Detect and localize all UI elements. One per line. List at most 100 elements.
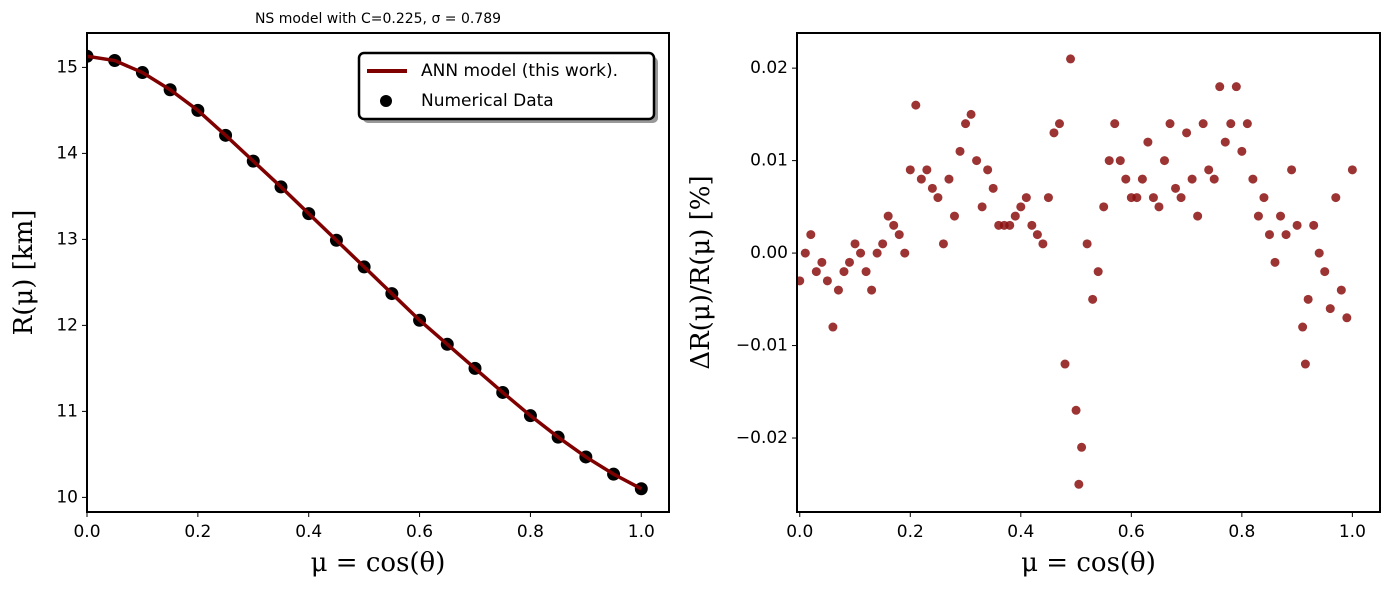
scatter-point xyxy=(861,267,871,277)
y-axis-label: R(μ) [km] xyxy=(9,210,39,336)
scatter-point xyxy=(1043,193,1053,203)
axes: 0.0 0.2 0.4 0.6 0.8 1.0 −0.02 −0.01 0.00 0.01 0.02… xyxy=(686,32,1381,578)
scatter-point xyxy=(1093,267,1103,277)
scatter-point xyxy=(878,239,888,249)
scatter-point xyxy=(1347,165,1357,175)
legend: ANN model (this work). Numerical Data xyxy=(357,51,658,123)
scatter-point xyxy=(927,183,937,193)
scatter-point xyxy=(1005,220,1015,230)
scatter-point xyxy=(1171,183,1181,193)
scatter-point xyxy=(1270,257,1280,267)
scatter-point xyxy=(1226,119,1236,129)
y-tick-label: −0.01 xyxy=(736,336,788,356)
chart-title: NS model with C=0.225, σ = 0.789 xyxy=(255,11,501,27)
scatter-point xyxy=(900,248,910,258)
scatter-point xyxy=(1071,405,1081,415)
y-tick-label: 0.00 xyxy=(750,243,788,263)
scatter-point xyxy=(1066,54,1076,64)
scatter-point xyxy=(1198,119,1208,129)
axes: 0.0 0.2 0.4 0.6 0.8 1.0 10 11 12 13 14 15 NS model w… xyxy=(9,11,670,578)
scatter-point xyxy=(1074,479,1084,489)
scatter-point xyxy=(1300,359,1310,369)
scatter-point xyxy=(1176,193,1186,203)
scatter-point xyxy=(1331,193,1341,203)
y-tick-label: 0.02 xyxy=(750,58,788,78)
scatter-point xyxy=(1027,220,1037,230)
scatter-point xyxy=(1248,174,1258,184)
scatter-point xyxy=(894,230,904,240)
x-tick-label: 0.2 xyxy=(897,522,924,542)
scatter-point xyxy=(1259,193,1269,203)
scatter-point xyxy=(1143,137,1153,147)
scatter-point xyxy=(1099,202,1109,212)
x-tick-label: 0.0 xyxy=(73,522,100,542)
scatter-point xyxy=(961,119,971,129)
scatter-point xyxy=(1292,220,1302,230)
y-tick-label: 11 xyxy=(56,401,78,421)
plot-area xyxy=(87,49,648,496)
scatter-point xyxy=(1220,137,1230,147)
y-tick-label: 13 xyxy=(56,229,78,249)
scatter-point xyxy=(1264,230,1274,240)
scatter-point xyxy=(811,267,821,277)
x-tick-label: 0.4 xyxy=(1007,522,1034,542)
scatter-point xyxy=(1010,211,1020,221)
x-tick-label: 0.4 xyxy=(295,522,322,542)
x-tick-label: 0.0 xyxy=(786,522,813,542)
scatter-point xyxy=(1303,294,1313,304)
y-tick-label: −0.02 xyxy=(736,428,788,448)
scatter-point xyxy=(828,322,838,332)
scatter-point xyxy=(911,100,921,110)
scatter-point xyxy=(949,211,959,221)
scatter-point xyxy=(1309,220,1319,230)
scatter-point xyxy=(1276,211,1286,221)
legend-marker xyxy=(380,95,392,107)
scatter-point xyxy=(1032,230,1042,240)
x-axis-label: μ = cos(θ) xyxy=(1021,548,1156,578)
scatter-point xyxy=(889,220,899,230)
scatter-point xyxy=(1298,322,1308,332)
scatter-point xyxy=(1137,174,1147,184)
y-tick-label: 15 xyxy=(56,57,78,77)
scatter-point xyxy=(1314,248,1324,258)
scatter-point xyxy=(1082,239,1092,249)
scatter-point xyxy=(1104,156,1114,166)
scatter-point xyxy=(933,193,943,203)
scatter-point xyxy=(817,257,827,267)
scatter-point xyxy=(972,156,982,166)
y-axis-label: ΔR(μ)/R(μ) [%] xyxy=(686,175,716,369)
scatter-point xyxy=(1287,165,1297,175)
x-tick-label: 1.0 xyxy=(1339,522,1366,542)
x-tick-label: 0.6 xyxy=(1118,522,1145,542)
scatter-point xyxy=(1237,146,1247,156)
legend-label: Numerical Data xyxy=(421,91,554,111)
line-series xyxy=(87,54,643,491)
scatter-point xyxy=(977,202,987,212)
scatter-point xyxy=(1110,119,1120,129)
scatter-point xyxy=(988,183,998,193)
scatter-point xyxy=(797,276,805,286)
scatter-point xyxy=(1325,304,1335,314)
scatter-point xyxy=(883,211,893,221)
scatter-point xyxy=(839,267,849,277)
scatter-point xyxy=(1021,193,1031,203)
scatter-point xyxy=(1132,193,1142,203)
scatter-point xyxy=(983,165,993,175)
scatter-point xyxy=(1209,174,1219,184)
legend-box xyxy=(357,51,656,121)
scatter-point xyxy=(1320,267,1330,277)
scatter-point xyxy=(1242,119,1252,129)
scatter-point xyxy=(872,248,882,258)
scatter-point xyxy=(1148,193,1158,203)
scatter-point xyxy=(1159,156,1169,166)
scatter-point xyxy=(1193,211,1203,221)
scatter-point xyxy=(1060,359,1070,369)
scatter-point xyxy=(1281,230,1291,240)
scatter-point xyxy=(1154,202,1164,212)
x-axis-label: μ = cos(θ) xyxy=(311,548,446,578)
scatter-point xyxy=(833,285,843,295)
scatter-point xyxy=(1336,285,1346,295)
y-tick-label: 10 xyxy=(56,487,78,507)
scatter-point xyxy=(1049,128,1059,138)
